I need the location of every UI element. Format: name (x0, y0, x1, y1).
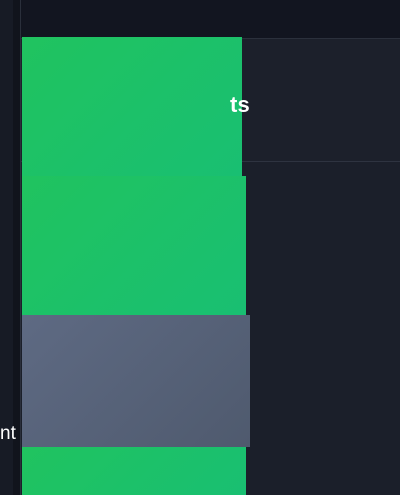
top-bar (21, 0, 400, 39)
left-rail (0, 0, 13, 495)
left-rail-edge (13, 0, 21, 495)
green-card-3[interactable] (22, 447, 246, 495)
green-card-1[interactable] (22, 37, 242, 176)
panel-title: ts (230, 92, 250, 117)
green-card-2[interactable] (22, 176, 246, 315)
slate-card-label: nt (0, 423, 16, 444)
slate-card[interactable] (22, 315, 250, 447)
